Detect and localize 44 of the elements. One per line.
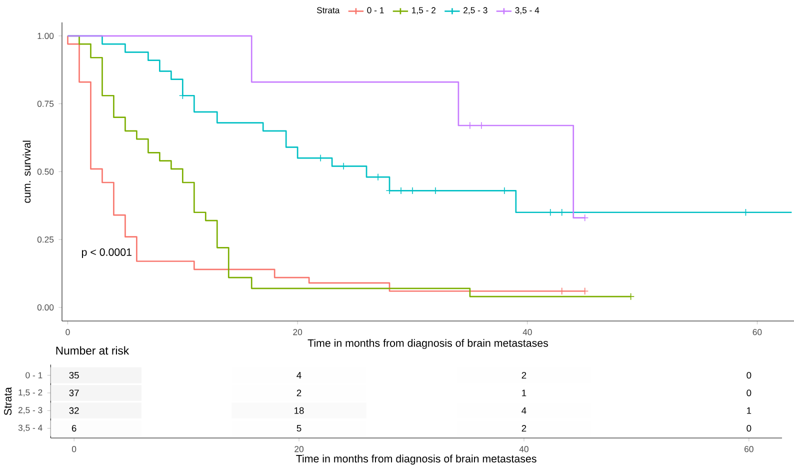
data-label: 0 xyxy=(746,372,752,379)
data-label: 1 xyxy=(522,390,526,396)
x-tick-label: 40 xyxy=(519,446,528,452)
legend-label: 1,5 - 2 xyxy=(412,7,436,14)
data-label: 1 xyxy=(747,407,752,414)
legend-label: 3,5 - 4 xyxy=(515,7,540,14)
chart-title: Number at risk xyxy=(56,346,130,355)
data-label: 2 xyxy=(296,390,302,396)
data-label: 4 xyxy=(296,372,302,378)
x-axis-title: Time in months from diagnosis of brain metastases xyxy=(308,338,548,349)
x-tick-label: 0 xyxy=(72,446,76,452)
x-tick-label: 40 xyxy=(522,329,532,336)
y-tick-label: 0.75 xyxy=(37,100,54,107)
legend-title: Strata xyxy=(316,7,340,14)
data-label: 0 xyxy=(746,424,752,432)
legend-label: 2,5 - 3 xyxy=(464,7,488,14)
data-label: 0 xyxy=(746,390,752,396)
data-label: 2 xyxy=(522,425,526,432)
y-axis-title: cum. survival xyxy=(22,140,31,203)
y-tick-label: 0 - 1 xyxy=(26,372,42,378)
data-label: 5 xyxy=(296,425,302,432)
annotation: p < 0.0001 xyxy=(82,248,132,258)
x-tick-label: 20 xyxy=(293,329,302,336)
y-tick-label: 2,5 - 3 xyxy=(18,407,42,414)
data-label: 18 xyxy=(294,407,304,414)
x-tick-label: 20 xyxy=(294,446,304,452)
x-axis-title: Time in months from diagnosis of brain metastases xyxy=(296,454,536,465)
x-tick-label: 60 xyxy=(752,329,762,336)
y-axis-title: Strata xyxy=(4,387,12,416)
data-label: 32 xyxy=(69,407,79,414)
y-tick-label: 1,5 - 2 xyxy=(18,389,42,397)
y-tick-label: 0.50 xyxy=(37,168,54,175)
x-tick-label: 60 xyxy=(744,446,754,452)
legend-label: 0 - 1 xyxy=(367,7,384,14)
y-tick-label: 0.00 xyxy=(37,304,54,310)
data-label: 37 xyxy=(69,390,79,396)
data-label: 35 xyxy=(69,372,79,379)
x-tick-label: 0 xyxy=(66,329,70,336)
y-tick-label: 3,5 - 4 xyxy=(18,424,42,432)
data-label: 2 xyxy=(522,372,526,379)
data-label: 6 xyxy=(72,424,76,432)
y-tick-label: 1.00 xyxy=(38,32,54,39)
y-tick-label: 0.25 xyxy=(37,236,54,243)
data-label: 4 xyxy=(522,407,526,414)
